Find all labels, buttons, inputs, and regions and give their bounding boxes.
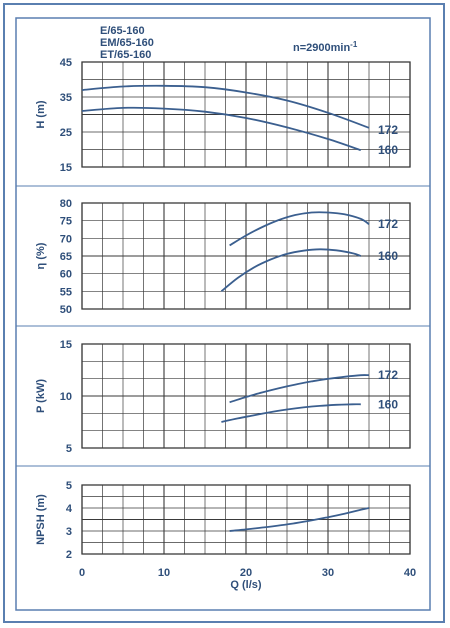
x-axis-label: Q (l/s) — [230, 579, 262, 591]
y-tick-label: 55 — [60, 286, 72, 298]
speed-label-main: n=2900min — [293, 42, 350, 54]
model-label: EM/65-160 — [100, 37, 154, 49]
series-label: 172 — [378, 123, 398, 137]
y-tick-label: 50 — [60, 304, 72, 316]
y-tick-label: 15 — [60, 339, 72, 351]
y-tick-label: 75 — [60, 216, 72, 228]
y-tick-label: 65 — [60, 251, 72, 263]
speed-label-superscript: -1 — [350, 40, 358, 49]
y-tick-label: 25 — [60, 127, 72, 139]
y-tick-label: 80 — [60, 198, 72, 210]
x-tick-label: 20 — [240, 567, 252, 579]
speed-label: n=2900min-1 — [293, 40, 358, 54]
y-tick-label: 15 — [60, 162, 72, 174]
y-tick-label: 70 — [60, 233, 72, 245]
series-label: 160 — [378, 397, 398, 411]
y-axis-label: P (kW) — [35, 379, 47, 413]
y-axis-label: NPSH (m) — [35, 494, 47, 545]
model-label: E/65-160 — [100, 25, 145, 37]
x-tick-label: 40 — [404, 567, 416, 579]
y-tick-label: 60 — [60, 269, 72, 281]
y-axis-label: η (%) — [35, 242, 47, 269]
x-tick-label: 10 — [158, 567, 170, 579]
series-label: 172 — [378, 217, 398, 231]
series-label: 172 — [378, 368, 398, 382]
series-label: 160 — [378, 249, 398, 263]
x-tick-label: 30 — [322, 567, 334, 579]
y-tick-label: 35 — [60, 92, 72, 104]
y-tick-label: 2 — [66, 549, 72, 561]
series-label: 160 — [378, 143, 398, 157]
y-axis-label: H (m) — [35, 100, 47, 128]
y-tick-label: 5 — [66, 480, 72, 492]
y-tick-label: 45 — [60, 57, 72, 69]
y-tick-label: 5 — [66, 443, 72, 455]
y-tick-label: 4 — [66, 503, 73, 515]
y-tick-label: 10 — [60, 391, 72, 403]
x-tick-label: 0 — [79, 567, 85, 579]
model-label: ET/65-160 — [100, 49, 151, 61]
y-tick-label: 3 — [66, 526, 72, 538]
